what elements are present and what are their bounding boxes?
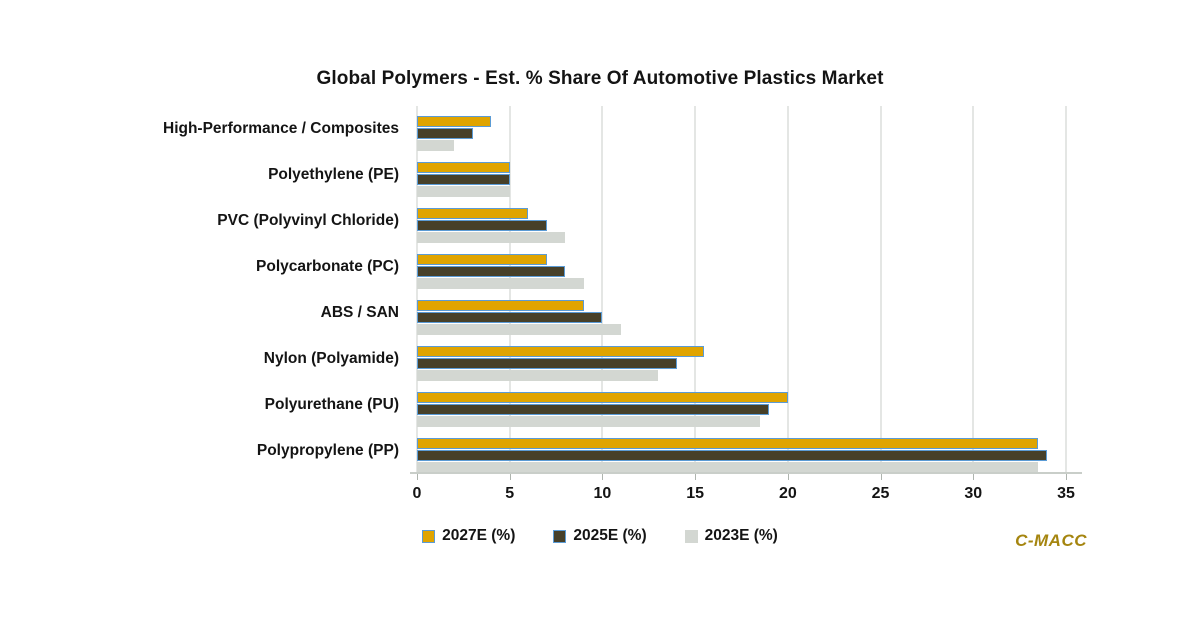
gridline — [601, 106, 604, 474]
bar-group — [417, 152, 1066, 198]
bar-2025e — [417, 404, 770, 415]
plot-area — [416, 106, 1067, 474]
bar-2027e — [417, 438, 1039, 449]
bar-2023e — [417, 140, 455, 151]
tick-label: 30 — [964, 485, 983, 502]
tick-label: 35 — [1057, 485, 1075, 502]
bar-group — [417, 428, 1066, 474]
bar-2025e — [417, 358, 677, 369]
bar-2025e — [417, 266, 566, 277]
tick-mark — [602, 474, 604, 480]
category-label: ABS / SAN — [320, 304, 399, 321]
bar-2025e — [417, 450, 1048, 461]
bar-2023e — [417, 370, 659, 381]
tick-mark — [880, 474, 882, 480]
bar-2025e — [417, 174, 510, 185]
tick-mark — [973, 474, 975, 480]
legend-swatch-icon — [553, 529, 567, 543]
bar-2027e — [417, 116, 492, 127]
category-label: Nylon (Polyamide) — [263, 350, 399, 367]
bar-2027e — [417, 346, 705, 357]
legend-item: 2023E (%) — [684, 527, 778, 545]
category-label: Polyurethane (PU) — [264, 396, 399, 413]
bar-2023e — [417, 324, 621, 335]
x-axis-line — [410, 472, 1082, 474]
category-label: High-Performance / Composites — [163, 120, 399, 137]
bar-2025e — [417, 220, 547, 231]
tick-label: 5 — [505, 485, 515, 502]
x-axis-tick-labels: 0 5 10 15 20 25 30 35 — [413, 485, 1075, 505]
brand-logo: C-MACC — [1015, 531, 1087, 550]
bar-group — [417, 336, 1066, 382]
bar-2025e — [417, 128, 473, 139]
legend: 2027E (%) 2025E (%) 2023E (%) — [0, 527, 1200, 545]
bar-2025e — [417, 312, 603, 323]
tick-label: 10 — [593, 485, 612, 502]
bar-group — [417, 198, 1066, 244]
bar-2023e — [417, 232, 566, 243]
gridline — [416, 106, 418, 474]
chart-title: Global Polymers - Est. % Share Of Automo… — [316, 68, 884, 89]
bar-2023e — [417, 416, 761, 427]
bar-group — [417, 290, 1066, 336]
tick-label: 15 — [686, 485, 705, 502]
gridline — [508, 106, 511, 474]
bar-group — [417, 106, 1066, 152]
bar-2027e — [417, 254, 547, 265]
bar-2023e — [417, 278, 584, 289]
tick-label: 25 — [871, 485, 890, 502]
legend-label: 2025E (%) — [573, 527, 647, 544]
category-label: Polycarbonate (PC) — [256, 258, 399, 275]
gridline — [694, 106, 697, 474]
tick-label: 20 — [778, 485, 797, 502]
tick-mark — [695, 474, 697, 480]
bar-2027e — [417, 162, 510, 173]
legend-label: 2027E (%) — [442, 527, 516, 544]
gridline — [1065, 106, 1067, 474]
tick-mark — [1066, 474, 1067, 480]
category-labels: High-Performance / Composites Polyethylen… — [0, 106, 409, 474]
legend-swatch-icon — [422, 529, 436, 543]
legend-item: 2027E (%) — [422, 527, 515, 545]
gridline — [972, 106, 975, 474]
tick-mark — [787, 474, 789, 480]
bar-2023e — [417, 186, 510, 197]
tick-mark — [417, 474, 418, 480]
gridline — [786, 106, 789, 474]
bar-2027e — [417, 300, 584, 311]
x-axis-tick-marks — [417, 474, 1067, 480]
category-label: PVC (Polyvinyl Chloride) — [217, 212, 399, 229]
tick-label: 0 — [412, 485, 422, 502]
gridline — [879, 106, 882, 474]
bar-group — [417, 382, 1066, 428]
legend-item: 2025E (%) — [553, 527, 647, 545]
legend-swatch-icon — [684, 529, 698, 543]
tick-mark — [509, 474, 511, 480]
category-label: Polyethylene (PE) — [268, 166, 399, 183]
legend-label: 2023E (%) — [704, 527, 778, 544]
bar-2027e — [417, 392, 788, 403]
bar-group — [417, 244, 1066, 290]
bar-2027e — [417, 208, 529, 219]
bar-2023e — [417, 462, 1039, 473]
category-label: Polypropylene (PP) — [256, 442, 399, 459]
